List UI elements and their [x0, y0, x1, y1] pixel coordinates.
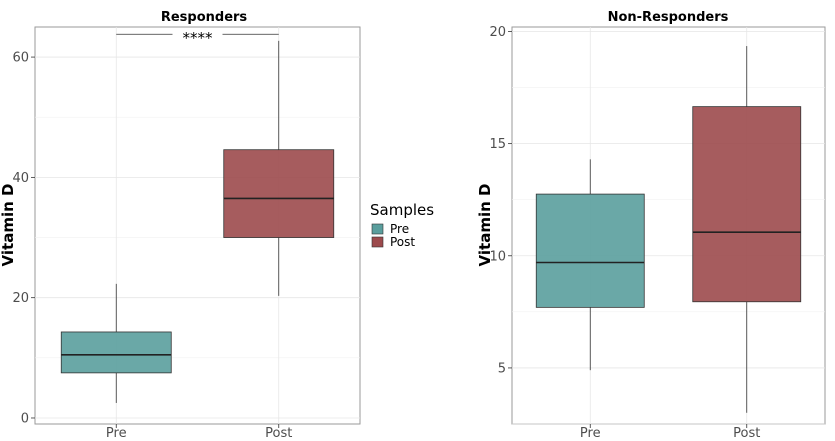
y-tick-label: 5	[498, 361, 506, 376]
x-tick-label-pre: Pre	[106, 426, 127, 441]
y-tick-label: 60	[12, 51, 29, 66]
axes: 5 10 15 20 Pre Post	[489, 25, 760, 441]
x-tick-label-post: Post	[733, 426, 760, 441]
legend-title: Samples	[370, 201, 434, 219]
significance-label: ****	[183, 29, 214, 47]
legend-label-pre: Pre	[390, 222, 409, 236]
boxplot-marks	[535, 46, 802, 413]
legend-label-post: Post	[390, 235, 415, 249]
y-tick-label: 10	[489, 249, 506, 264]
y-axis-label: Vitamin D	[0, 184, 17, 267]
legend: Samples Pre Post	[370, 201, 434, 249]
box-pre	[60, 331, 172, 374]
box-post	[223, 149, 335, 238]
box-post	[692, 106, 802, 303]
y-tick-label: 20	[12, 291, 29, 306]
x-tick-label-pre: Pre	[580, 426, 601, 441]
x-tick-label-post: Post	[265, 426, 292, 441]
legend-swatch-post	[371, 236, 384, 248]
axes: 0 20 40 60 Pre Post	[12, 51, 292, 441]
y-tick-label: 0	[21, 411, 29, 426]
panel-responders: **** 0 20 40 60 Pre Post Responders Vitamin D	[0, 10, 361, 441]
y-axis-label: Vitamin D	[476, 184, 494, 267]
y-tick-label: 20	[489, 25, 506, 40]
chart-title: Responders	[161, 10, 248, 25]
panel-non-responders: 5 10 15 20 Pre Post Non-Responders Vitamin D	[476, 10, 826, 441]
box-pre	[535, 193, 645, 308]
y-tick-label: 15	[489, 137, 506, 152]
boxplot-marks: ****	[60, 29, 335, 403]
chart-title: Non-Responders	[608, 10, 729, 25]
y-tick-label: 40	[12, 171, 29, 186]
legend-swatch-pre	[371, 223, 384, 235]
